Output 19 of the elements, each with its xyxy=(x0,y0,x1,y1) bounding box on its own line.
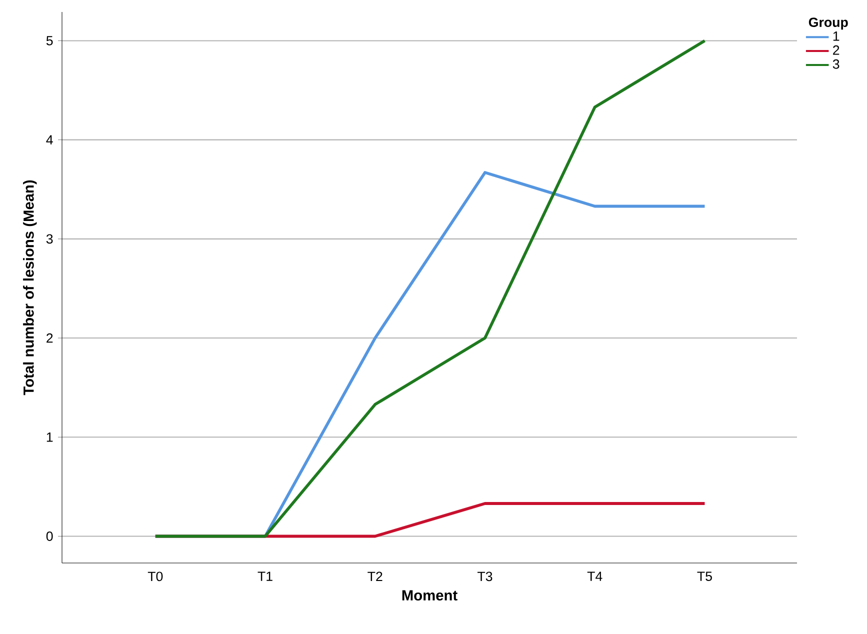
legend-label: 1 xyxy=(833,32,840,41)
y-axis-title: Total number of lesions (Mean) xyxy=(23,180,37,396)
x-axis-title: Moment xyxy=(402,590,458,601)
line-series xyxy=(154,39,706,538)
x-tick-label: T2 xyxy=(368,572,382,582)
y-tick-label: 1 xyxy=(46,432,53,442)
x-tick-label: T0 xyxy=(148,572,163,582)
legend-label: 3 xyxy=(832,59,840,69)
legend-title: Group xyxy=(808,18,848,30)
x-tick-label: T3 xyxy=(478,572,492,582)
y-tick-label: 0 xyxy=(46,532,53,541)
x-tick-label: T4 xyxy=(587,572,602,581)
y-tick-label: 2 xyxy=(46,333,53,343)
x-tick-label: T1 xyxy=(258,572,272,581)
y-tick-label: 5 xyxy=(46,36,53,46)
y-tick-label: 3 xyxy=(46,234,53,244)
y-tick-label: 4 xyxy=(46,135,53,144)
legend-label: 2 xyxy=(833,45,840,55)
x-tick-label: T5 xyxy=(697,572,712,581)
